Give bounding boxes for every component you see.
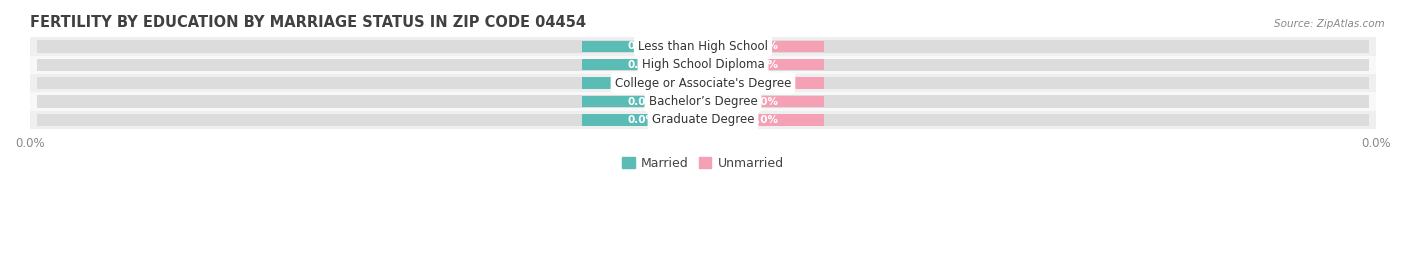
Bar [703,96,824,107]
Text: 0.0%: 0.0% [628,115,657,125]
Text: 0.0%: 0.0% [749,97,778,107]
Bar [37,59,1369,71]
Bar [37,114,1369,126]
Text: Less than High School: Less than High School [638,40,768,53]
Bar [30,111,1376,129]
Text: Bachelor’s Degree: Bachelor’s Degree [648,95,758,108]
Bar [703,114,824,126]
Bar [582,59,703,70]
Text: 0.0%: 0.0% [749,78,778,88]
Text: 0.0%: 0.0% [749,41,778,51]
Bar [582,114,703,126]
Bar [30,37,1376,56]
Bar [30,92,1376,111]
Text: 0.0%: 0.0% [628,60,657,70]
Text: Source: ZipAtlas.com: Source: ZipAtlas.com [1274,19,1385,29]
Text: College or Associate's Degree: College or Associate's Degree [614,77,792,90]
Legend: Married, Unmarried: Married, Unmarried [617,151,789,175]
Bar [582,77,703,89]
Text: High School Diploma: High School Diploma [641,58,765,71]
Bar [30,74,1376,92]
Text: 0.0%: 0.0% [628,78,657,88]
Bar [582,41,703,52]
Bar [37,40,1369,53]
Text: 0.0%: 0.0% [749,115,778,125]
Bar [37,95,1369,108]
Text: FERTILITY BY EDUCATION BY MARRIAGE STATUS IN ZIP CODE 04454: FERTILITY BY EDUCATION BY MARRIAGE STATU… [30,15,586,30]
Bar [30,56,1376,74]
Bar [703,77,824,89]
Bar [37,77,1369,89]
Bar [582,96,703,107]
Text: Graduate Degree: Graduate Degree [652,114,754,126]
Bar [703,59,824,70]
Text: 0.0%: 0.0% [628,97,657,107]
Text: 0.0%: 0.0% [628,41,657,51]
Bar [703,41,824,52]
Text: 0.0%: 0.0% [749,60,778,70]
